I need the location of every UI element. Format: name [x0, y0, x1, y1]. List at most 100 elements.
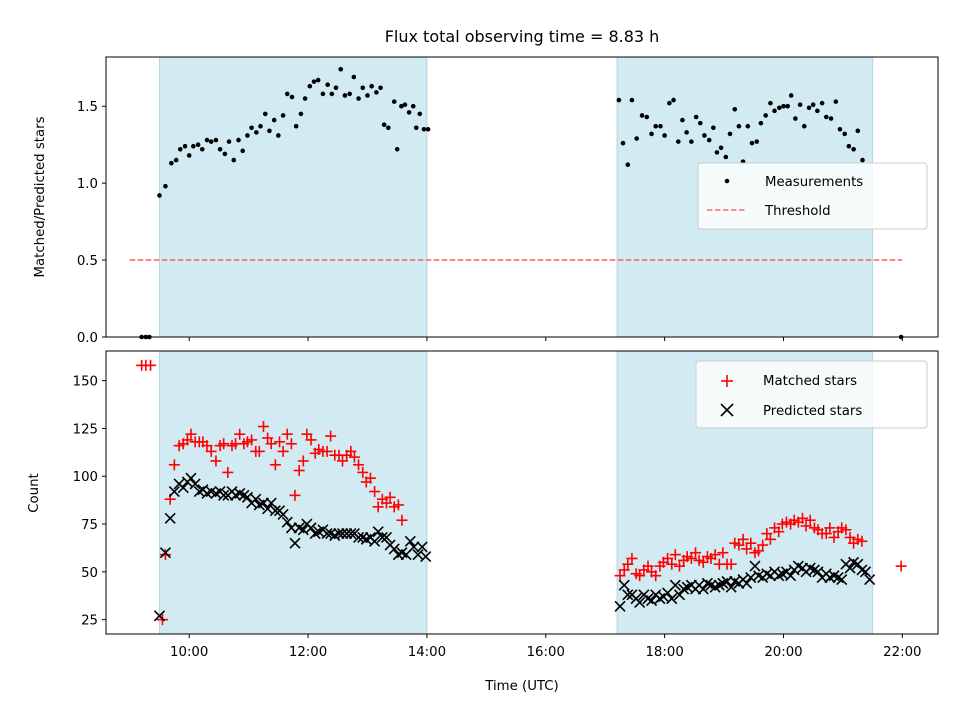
predicted-star-point — [832, 572, 844, 584]
y-axis-label: Count — [27, 473, 42, 513]
predicted-star-point — [305, 522, 317, 534]
predicted-star-point — [345, 528, 357, 540]
measurement-point — [749, 140, 755, 146]
matched-star-point — [357, 466, 369, 478]
measurement-point — [658, 123, 663, 129]
measurement-point — [177, 147, 183, 152]
measurement-point — [163, 183, 168, 189]
measurement-point — [860, 157, 865, 163]
matched-star-point — [246, 434, 258, 446]
legend-box — [697, 162, 928, 230]
predicted-star-point — [420, 550, 432, 563]
matched-star-point — [145, 359, 157, 371]
predicted-star-point — [168, 485, 180, 498]
y-tick-label: 125 — [73, 422, 98, 437]
predicted-star-point — [701, 577, 713, 589]
y-tick-label: 25 — [81, 614, 98, 629]
legend-marker-matched — [721, 375, 733, 387]
matched-star-point — [626, 552, 638, 564]
y-tick-label: 150 — [73, 375, 98, 390]
measurement-point — [245, 133, 250, 138]
measurement-point — [369, 83, 374, 89]
matched-star-point — [159, 549, 171, 561]
predicted-star-point — [856, 564, 868, 576]
measurement-point — [684, 130, 689, 135]
measurement-point — [680, 117, 685, 123]
matched-star-point — [761, 528, 773, 540]
measurement-point — [819, 100, 825, 106]
measurement-point — [823, 114, 829, 120]
predicted-star-point — [277, 508, 289, 521]
predicted-star-point — [281, 516, 293, 528]
matched-star-point — [669, 549, 681, 561]
measurement-point — [289, 94, 295, 100]
predicted-star-point — [241, 491, 254, 503]
x-axis-ticks — [188, 337, 903, 341]
matched-star-point — [364, 472, 376, 484]
matched-star-point — [210, 455, 222, 467]
measurement-point — [347, 91, 352, 97]
measurement-point — [293, 123, 299, 129]
measurement-point — [793, 116, 798, 121]
measurement-point — [634, 136, 639, 141]
measurement-point — [374, 90, 379, 95]
matched-star-point — [168, 459, 180, 471]
predicted-star-point — [773, 570, 785, 582]
y-tick-label: 0.0 — [77, 331, 98, 346]
matched-star-point — [717, 547, 729, 559]
matched-star-point — [234, 428, 246, 440]
x-axis-ticks: 10:00 12:00 14:00 16:00 18:00 20:00 22:00 — [170, 634, 922, 660]
measurement-point — [768, 100, 773, 106]
predicted-star-point — [864, 573, 876, 586]
measurement-point — [249, 125, 254, 131]
matched-star-point — [369, 486, 381, 498]
measurement-point — [399, 103, 404, 109]
matched-star-point — [690, 547, 702, 559]
matched-star-point — [745, 537, 757, 549]
predicted-star-point — [372, 526, 384, 538]
measurement-point — [714, 150, 720, 155]
measurement-point — [837, 127, 843, 132]
predicted-star-point — [785, 570, 797, 582]
measurement-point — [204, 137, 210, 143]
predicted-star-point — [666, 593, 678, 605]
measurement-point — [276, 133, 281, 138]
legend-label-measurements: Measurements — [765, 175, 863, 190]
measurement-point — [402, 102, 408, 107]
measurement-points — [139, 67, 904, 340]
predicted-star-point — [388, 543, 400, 555]
matched-star-point — [828, 531, 840, 543]
measurement-point — [280, 113, 286, 118]
measurement-point — [718, 145, 724, 151]
matched-star-point — [262, 432, 274, 444]
matched-star-point — [281, 428, 293, 440]
predicted-star-point — [697, 583, 709, 595]
predicted-star-point — [642, 593, 654, 605]
predicted-star-point — [309, 528, 321, 540]
predicted-star-point — [844, 562, 856, 574]
measurement-point — [801, 123, 807, 129]
measurement-point — [697, 120, 703, 126]
matched-star-point — [753, 545, 765, 557]
predicted-star-point — [622, 589, 634, 601]
matched-star-point — [205, 445, 217, 457]
matched-star-point — [396, 514, 408, 526]
matched-star-point — [650, 570, 662, 582]
measurement-point — [667, 100, 672, 106]
matched-star-point — [697, 556, 709, 568]
predicted-star-point — [159, 547, 171, 559]
matched-star-point — [840, 524, 852, 536]
shaded-window-1 — [158, 350, 428, 635]
measurement-point — [311, 79, 317, 84]
x-axis-label: Time (UTC) — [484, 679, 559, 694]
predicted-star-point — [153, 610, 166, 622]
measurement-point — [213, 137, 219, 143]
legend-label-predicted: Predicted stars — [763, 404, 862, 419]
y-tick-label: 0.5 — [77, 254, 98, 269]
plot-frame — [105, 350, 939, 635]
measurement-point — [693, 114, 699, 120]
predicted-star-point — [741, 577, 753, 589]
measurement-point — [325, 82, 330, 87]
measurement-point — [810, 102, 816, 107]
matched-star-point — [797, 512, 809, 524]
